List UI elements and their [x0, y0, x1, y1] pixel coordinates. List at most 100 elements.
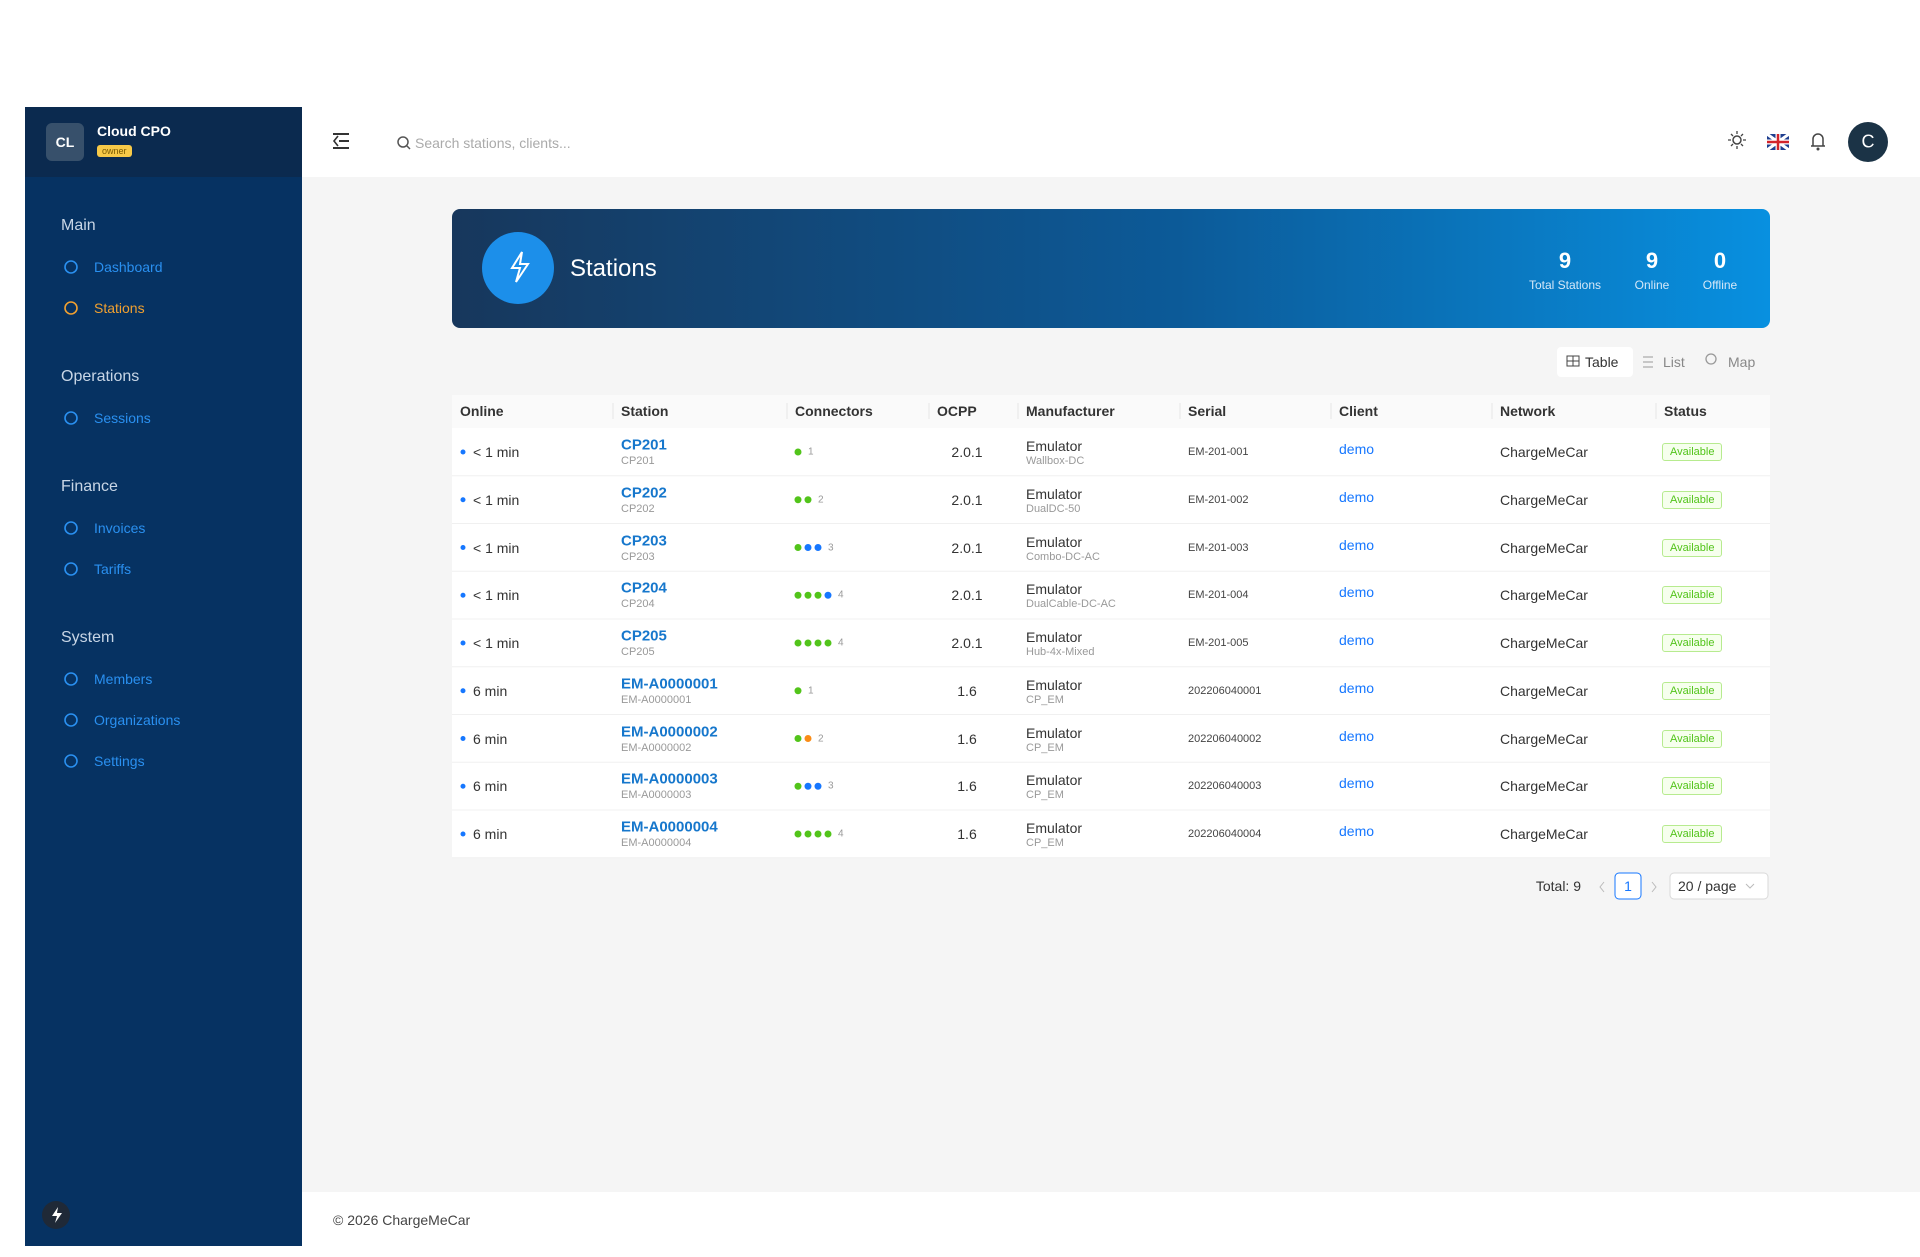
client-link[interactable]: demo [1339, 727, 1375, 744]
nav-item[interactable]: Stations [94, 300, 145, 316]
connector-dot [794, 448, 802, 456]
station-id: CP201 [621, 455, 655, 467]
client-link[interactable]: demo [1339, 441, 1375, 457]
view-tab[interactable]: Table [1585, 354, 1619, 370]
model: CP_EM [1026, 837, 1064, 849]
connector-dot [794, 544, 802, 551]
column-header: Status [1664, 403, 1707, 419]
serial: 202206040001 [1188, 684, 1262, 697]
connector-dot [804, 544, 812, 551]
manufacturer: Emulator [1026, 629, 1083, 645]
station-link[interactable]: CP204 [621, 579, 667, 597]
manufacturer: Emulator [1026, 438, 1083, 454]
client-link[interactable]: demo [1339, 536, 1375, 553]
online-dot [460, 497, 466, 503]
nav-item[interactable]: Dashboard [94, 259, 163, 275]
station-link[interactable]: CP202 [621, 484, 667, 502]
network: ChargeMeCar [1500, 444, 1588, 460]
connector-dot [814, 639, 822, 647]
model: Wallbox-DC [1026, 455, 1085, 467]
connector-dot [794, 687, 802, 695]
status-tag: Available [1662, 443, 1723, 461]
page-number[interactable]: 1 [1624, 878, 1632, 894]
client-link[interactable]: demo [1339, 679, 1375, 696]
client-link[interactable]: demo [1339, 823, 1375, 839]
station-id: CP202 [621, 502, 655, 515]
section-title: Finance [61, 478, 118, 495]
connector-dot [814, 830, 822, 838]
connector-dot [804, 496, 812, 504]
section-title: System [61, 629, 115, 646]
online-since: < 1 min [473, 635, 520, 651]
section-title: Operations [61, 368, 140, 385]
column-header: Network [1500, 403, 1556, 419]
view-tab[interactable]: Map [1728, 354, 1756, 370]
station-link[interactable]: EM-A0000003 [621, 770, 718, 788]
connector-dot [824, 639, 832, 647]
station-link[interactable]: EM-A0000002 [621, 723, 718, 740]
serial: EM-201-004 [1188, 589, 1249, 602]
nav-icon [64, 713, 78, 727]
nav-icon [64, 562, 78, 576]
serial: 202206040002 [1188, 732, 1262, 745]
view-tab[interactable]: List [1663, 354, 1685, 370]
station-link[interactable]: CP201 [621, 436, 667, 454]
manufacturer: Emulator [1026, 485, 1083, 502]
connector-dot [794, 782, 802, 790]
nav-item[interactable]: Members [94, 671, 153, 687]
nav-item[interactable]: Invoices [94, 520, 146, 536]
online-since: < 1 min [473, 444, 520, 460]
manufacturer: Emulator [1026, 533, 1083, 550]
station-id: EM-A0000001 [621, 693, 692, 706]
connector-dot [814, 544, 822, 551]
online-dot [460, 688, 466, 694]
station-link[interactable]: CP203 [621, 532, 667, 549]
manufacturer: Emulator [1026, 820, 1083, 836]
connector-count: 1 [808, 685, 814, 697]
manufacturer: Emulator [1026, 724, 1083, 741]
status-tag: Available [1662, 634, 1723, 652]
ocpp-version: 1.6 [957, 730, 977, 747]
connector-dot [814, 782, 822, 790]
connector-dot [824, 591, 832, 599]
network: ChargeMeCar [1500, 635, 1588, 651]
stat-value: 9 [1645, 248, 1659, 273]
search-input[interactable]: Search stations, clients... [415, 135, 571, 151]
network: ChargeMeCar [1500, 730, 1588, 747]
station-link[interactable]: EM-A0000004 [621, 818, 718, 836]
nav-item[interactable]: Tariffs [94, 561, 132, 577]
network: ChargeMeCar [1500, 682, 1588, 699]
nav-icon [64, 411, 78, 425]
station-link[interactable]: EM-A0000001 [621, 675, 718, 693]
serial: EM-201-005 [1188, 637, 1249, 649]
page-size[interactable]: 20 / page [1678, 878, 1737, 894]
online-since: < 1 min [473, 539, 520, 556]
connector-count: 4 [838, 637, 844, 649]
station-link[interactable]: CP205 [621, 627, 667, 645]
model: DualDC-50 [1026, 502, 1081, 515]
user-avatar[interactable]: C [1861, 131, 1875, 152]
station-id: CP205 [621, 646, 655, 658]
footer-text: © 2026 ChargeMeCar [333, 1212, 471, 1228]
client-link[interactable]: demo [1339, 632, 1375, 648]
connector-dot [794, 639, 802, 647]
serial: EM-201-003 [1188, 541, 1249, 554]
connector-dot [804, 782, 812, 790]
station-id: EM-A0000002 [621, 741, 692, 754]
model: CP_EM [1026, 741, 1064, 754]
client-link[interactable]: demo [1339, 775, 1375, 792]
online-since: 6 min [473, 778, 508, 795]
model: CP_EM [1026, 693, 1064, 706]
client-link[interactable]: demo [1339, 584, 1375, 601]
nav-item[interactable]: Organizations [94, 712, 181, 728]
network: ChargeMeCar [1500, 826, 1588, 842]
client-link[interactable]: demo [1339, 488, 1375, 505]
ocpp-version: 2.0.1 [951, 444, 983, 460]
column-header: Serial [1188, 403, 1227, 419]
nav-item[interactable]: Sessions [94, 410, 151, 426]
connector-dot [814, 591, 822, 599]
nav-item[interactable]: Settings [94, 753, 145, 769]
banner [452, 209, 1770, 328]
